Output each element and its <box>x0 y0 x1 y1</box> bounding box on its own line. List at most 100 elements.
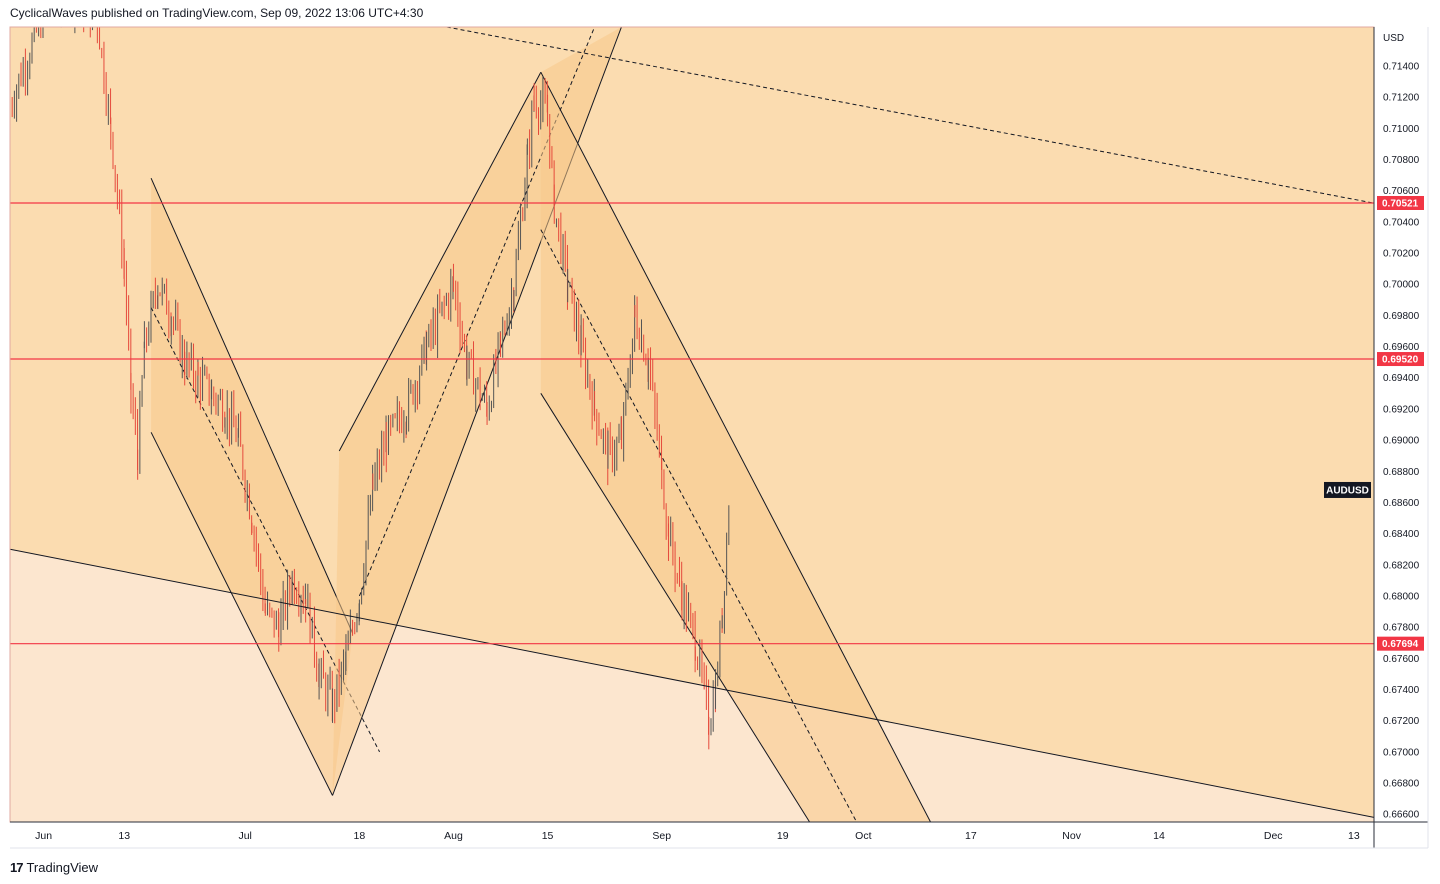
candle <box>506 313 508 336</box>
candle <box>184 351 186 386</box>
candle <box>526 138 528 155</box>
candle <box>96 27 98 44</box>
candle <box>89 27 91 38</box>
candle <box>29 52 31 80</box>
candle <box>529 129 531 170</box>
candle <box>338 658 340 707</box>
candle <box>481 393 483 401</box>
candle <box>45 2 46 12</box>
candle <box>602 428 604 454</box>
price-badge <box>1377 352 1424 367</box>
candle <box>376 448 378 491</box>
candle <box>16 84 18 122</box>
candle <box>202 356 204 401</box>
candle <box>437 294 439 359</box>
candle <box>181 334 183 379</box>
candle <box>79 1 80 20</box>
candle <box>260 553 262 596</box>
candle <box>701 639 703 684</box>
candle <box>596 408 598 446</box>
candle <box>553 184 555 224</box>
candle <box>271 607 273 618</box>
candle <box>542 76 544 123</box>
candle <box>31 32 33 64</box>
candle <box>540 90 542 130</box>
candle <box>692 612 694 640</box>
candle <box>119 189 121 215</box>
price-badge-label: 0.70521 <box>1382 198 1419 209</box>
candle <box>58 0 59 14</box>
candle <box>291 570 293 605</box>
candle <box>361 587 363 605</box>
candle <box>618 423 620 444</box>
candle <box>394 413 396 419</box>
candle <box>575 301 577 342</box>
candle <box>625 382 627 416</box>
x-tick-label: 17 <box>965 830 977 842</box>
candle <box>667 523 669 561</box>
candle <box>242 444 244 481</box>
candle <box>186 341 188 380</box>
candle <box>569 281 571 288</box>
candle <box>226 390 228 440</box>
y-tick-label: 0.70400 <box>1383 217 1420 228</box>
candle <box>634 295 636 352</box>
candle <box>275 610 277 630</box>
candle <box>197 361 199 376</box>
x-tick-label: Aug <box>444 830 463 842</box>
candle <box>721 615 723 629</box>
tradingview-footer[interactable]: 17 TradingView <box>10 858 98 876</box>
candle <box>547 94 549 127</box>
candle <box>300 594 302 623</box>
candle <box>85 0 86 23</box>
trendline-lower-support <box>10 548 1374 818</box>
candle <box>65 0 66 1</box>
candle <box>137 449 139 480</box>
x-tick-label: 18 <box>354 830 366 842</box>
candle <box>611 436 613 473</box>
candle <box>327 674 329 717</box>
candle <box>219 388 221 401</box>
candle <box>426 331 428 371</box>
candle <box>647 357 649 390</box>
candle <box>134 397 136 435</box>
candle <box>107 94 109 125</box>
candle <box>484 384 486 403</box>
candle <box>329 666 331 690</box>
candle <box>486 401 488 425</box>
candle <box>262 568 264 612</box>
candle <box>96 16 97 26</box>
candle <box>278 612 280 652</box>
candle <box>466 345 468 386</box>
candle <box>175 299 177 331</box>
candle <box>130 372 132 414</box>
candle <box>166 278 168 315</box>
candle <box>369 494 371 516</box>
candle <box>497 332 499 388</box>
candle <box>396 396 398 432</box>
candle <box>428 323 430 348</box>
y-tick-label: 0.66800 <box>1383 779 1420 790</box>
candle <box>392 413 394 428</box>
candle <box>643 334 645 362</box>
candle <box>253 525 255 552</box>
candle <box>154 277 156 309</box>
candle <box>517 220 519 261</box>
candle <box>264 603 266 616</box>
candle <box>381 430 383 483</box>
x-tick-label: Jun <box>35 830 52 842</box>
candle <box>598 412 600 436</box>
candle <box>629 354 631 388</box>
y-tick-label: 0.71000 <box>1383 124 1420 135</box>
candle <box>515 248 517 297</box>
candle <box>159 292 161 297</box>
candle <box>594 390 596 422</box>
candle <box>244 469 246 503</box>
candle <box>72 0 73 26</box>
candle <box>419 365 421 405</box>
candle <box>463 333 465 353</box>
candle <box>654 382 656 430</box>
candle <box>284 590 286 621</box>
candle <box>224 417 226 434</box>
